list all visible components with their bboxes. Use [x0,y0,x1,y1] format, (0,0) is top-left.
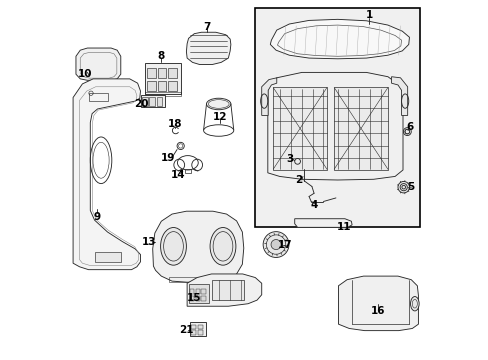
Bar [147,81,155,91]
Bar [195,289,200,294]
Polygon shape [338,276,418,330]
Bar [88,93,108,101]
Bar [168,68,177,78]
Polygon shape [267,72,402,180]
Text: 3: 3 [286,154,293,164]
Text: 12: 12 [212,112,227,122]
Text: 13: 13 [142,237,156,247]
Ellipse shape [397,181,408,193]
Bar [140,95,164,107]
Bar [184,168,190,173]
Text: 10: 10 [78,69,92,79]
Bar [201,296,205,301]
Bar [333,87,387,170]
Bar [190,321,205,336]
Bar [198,325,202,329]
Bar [201,289,205,294]
Polygon shape [187,274,261,306]
Text: 19: 19 [160,153,175,163]
Text: 11: 11 [336,222,351,232]
Text: 5: 5 [407,182,414,192]
Text: 2: 2 [295,175,302,185]
Text: 15: 15 [186,293,201,303]
Polygon shape [186,32,230,64]
Text: 18: 18 [167,120,182,129]
Text: 6: 6 [406,122,413,132]
Text: 1: 1 [365,10,372,20]
Bar [168,81,177,91]
Bar [94,252,121,262]
Text: 16: 16 [370,306,385,316]
Bar [190,289,194,294]
Ellipse shape [263,231,288,257]
Ellipse shape [270,239,281,249]
Bar [149,97,155,106]
Polygon shape [73,79,140,270]
Bar [188,284,209,303]
Text: 8: 8 [157,51,164,61]
Bar [254,8,419,227]
Bar [190,296,194,301]
Bar [273,87,326,170]
Polygon shape [294,219,351,227]
Text: 14: 14 [170,170,185,180]
Text: 4: 4 [310,200,317,210]
Text: 9: 9 [93,212,100,221]
Bar [144,63,180,94]
Polygon shape [391,77,407,116]
Bar [169,277,227,282]
Ellipse shape [206,98,230,110]
Bar [198,330,202,334]
Text: 7: 7 [203,22,210,32]
Bar [144,92,180,96]
Ellipse shape [210,228,235,265]
Text: 20: 20 [134,99,148,109]
Text: 21: 21 [179,325,193,335]
Polygon shape [152,211,244,282]
Polygon shape [270,19,408,59]
Bar [191,325,196,329]
Bar [142,97,148,106]
Ellipse shape [410,297,418,311]
Polygon shape [76,48,121,80]
Bar [158,81,166,91]
Bar [147,68,155,78]
Text: 17: 17 [278,239,292,249]
Polygon shape [261,78,276,116]
Bar [195,296,200,301]
Ellipse shape [160,228,186,265]
Bar [212,280,244,300]
Bar [156,97,162,106]
Bar [158,68,166,78]
Bar [191,330,196,334]
